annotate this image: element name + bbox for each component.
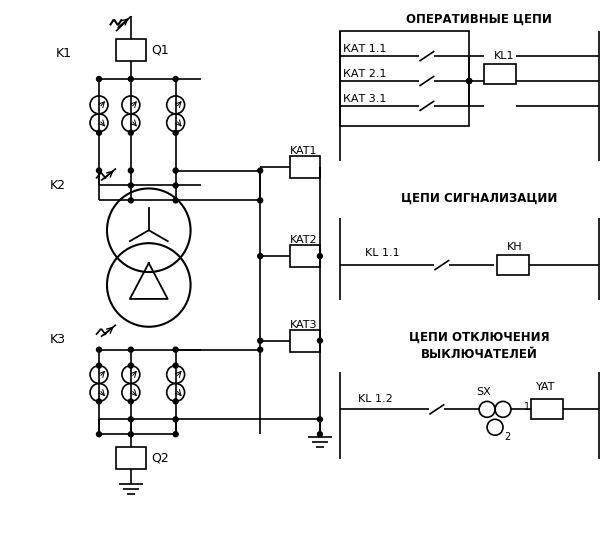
Circle shape <box>173 347 178 352</box>
Circle shape <box>317 417 322 422</box>
Text: 2: 2 <box>504 432 510 442</box>
Circle shape <box>258 198 263 203</box>
Circle shape <box>97 77 101 82</box>
Circle shape <box>258 254 263 259</box>
Circle shape <box>258 338 263 343</box>
Circle shape <box>467 78 472 83</box>
Circle shape <box>173 77 178 82</box>
Text: KL 1.2: KL 1.2 <box>358 394 393 404</box>
Text: ОПЕРАТИВНЫЕ ЦЕПИ: ОПЕРАТИВНЫЕ ЦЕПИ <box>406 13 552 26</box>
Circle shape <box>97 130 101 135</box>
Text: ЦЕПИ ОТКЛЮЧЕНИЯ: ЦЕПИ ОТКЛЮЧЕНИЯ <box>409 331 549 344</box>
Bar <box>116 39 146 61</box>
Circle shape <box>173 168 178 173</box>
Circle shape <box>317 254 322 259</box>
Bar <box>497 255 529 275</box>
Circle shape <box>173 183 178 188</box>
Circle shape <box>128 363 134 368</box>
Circle shape <box>97 363 101 368</box>
Bar <box>290 330 320 352</box>
Text: KH: KH <box>507 242 523 252</box>
Circle shape <box>258 347 263 352</box>
Bar <box>531 399 563 419</box>
Circle shape <box>128 168 134 173</box>
Text: SX: SX <box>476 388 491 398</box>
Circle shape <box>173 432 178 437</box>
Text: 1: 1 <box>524 403 530 412</box>
Text: Q2: Q2 <box>151 451 169 465</box>
Text: KL1: KL1 <box>494 51 515 61</box>
Circle shape <box>128 347 134 352</box>
Circle shape <box>97 168 101 173</box>
Text: K1: K1 <box>56 46 72 59</box>
Text: KAT1: KAT1 <box>290 146 317 156</box>
Circle shape <box>467 78 472 83</box>
Circle shape <box>128 183 134 188</box>
Bar <box>290 245 320 267</box>
Bar <box>116 447 146 469</box>
Circle shape <box>173 363 178 368</box>
Text: K3: K3 <box>49 333 66 346</box>
Text: КАТ 1.1: КАТ 1.1 <box>343 44 386 54</box>
Text: Q1: Q1 <box>151 44 169 57</box>
Text: YAT: YAT <box>536 382 555 393</box>
Circle shape <box>128 432 134 437</box>
Text: ЦЕПИ СИГНАЛИЗАЦИИ: ЦЕПИ СИГНАЛИЗАЦИИ <box>401 192 557 205</box>
Circle shape <box>173 417 178 422</box>
Bar <box>340 31 469 126</box>
Circle shape <box>128 399 134 404</box>
Circle shape <box>128 77 134 82</box>
Circle shape <box>97 399 101 404</box>
Bar <box>290 156 320 178</box>
Circle shape <box>258 168 263 173</box>
Circle shape <box>97 347 101 352</box>
Circle shape <box>173 198 178 203</box>
Circle shape <box>173 130 178 135</box>
Circle shape <box>173 399 178 404</box>
Circle shape <box>467 78 472 83</box>
Circle shape <box>128 198 134 203</box>
Text: КАТ 3.1: КАТ 3.1 <box>343 94 386 104</box>
Circle shape <box>128 130 134 135</box>
Bar <box>484 64 516 84</box>
Circle shape <box>97 432 101 437</box>
Text: KL 1.1: KL 1.1 <box>365 248 399 258</box>
Circle shape <box>128 417 134 422</box>
Text: K2: K2 <box>49 179 66 192</box>
Circle shape <box>317 338 322 343</box>
Text: КАТ 2.1: КАТ 2.1 <box>343 69 386 79</box>
Text: KAT3: KAT3 <box>290 320 317 330</box>
Text: ВЫКЛЮЧАТЕЛЕЙ: ВЫКЛЮЧАТЕЛЕЙ <box>421 348 538 361</box>
Text: KAT2: KAT2 <box>290 235 317 245</box>
Circle shape <box>317 432 322 437</box>
